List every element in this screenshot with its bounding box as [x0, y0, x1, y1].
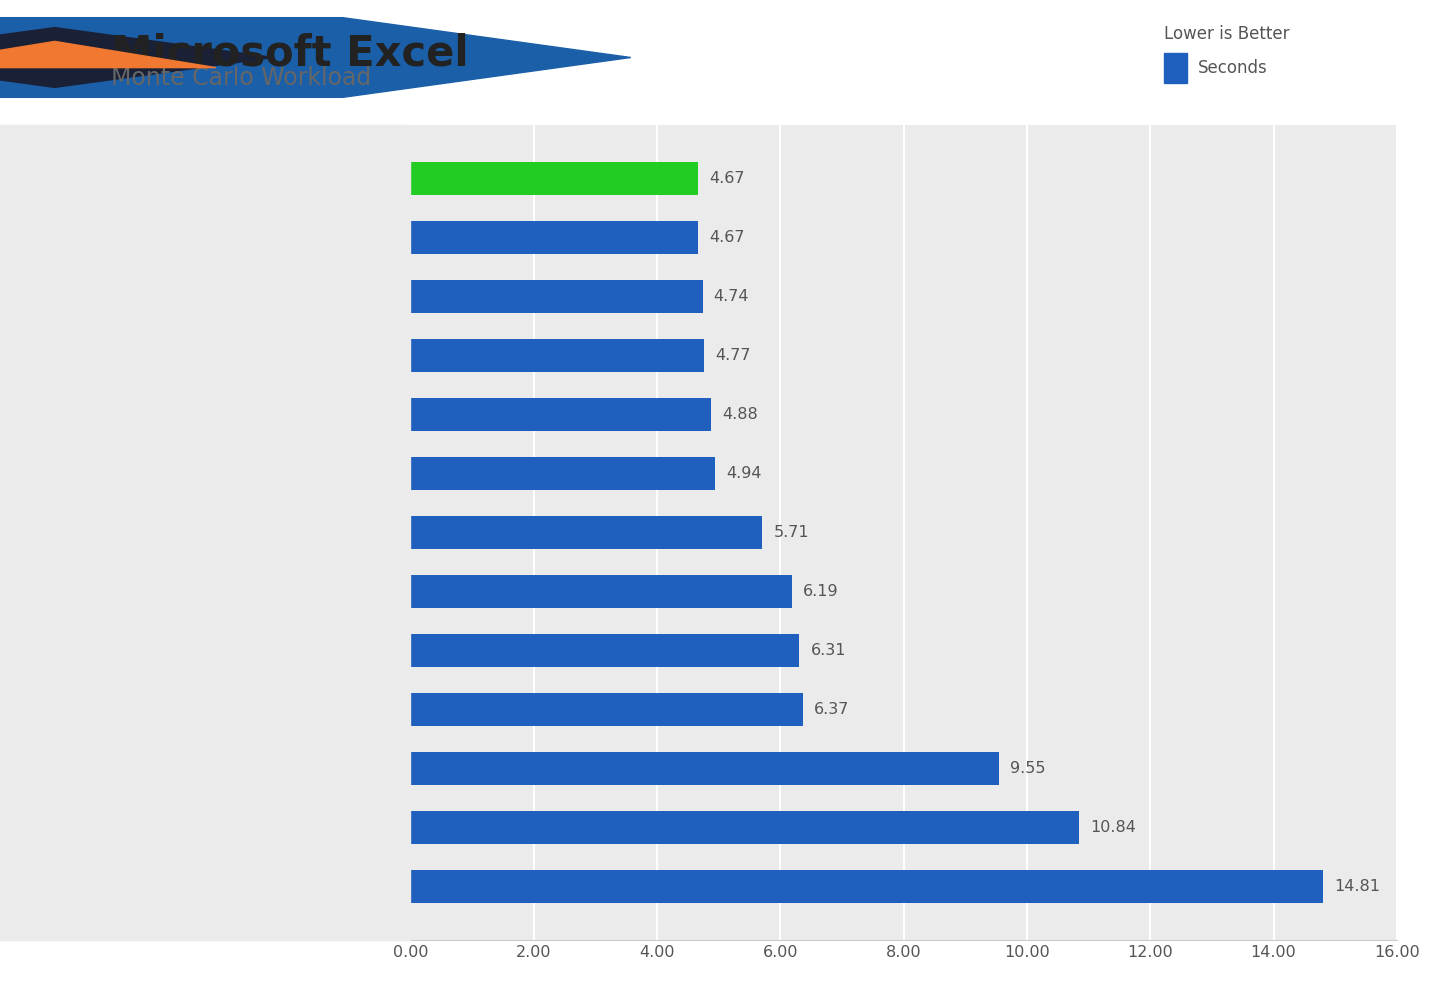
Text: Seconds: Seconds — [1198, 59, 1267, 77]
Bar — [410, 398, 711, 431]
Text: 4.74: 4.74 — [714, 289, 749, 304]
Polygon shape — [0, 41, 216, 68]
Polygon shape — [0, 28, 274, 87]
Text: 14.81: 14.81 — [1335, 879, 1381, 894]
Text: 6.31: 6.31 — [811, 643, 847, 658]
Text: 4.67: 4.67 — [710, 230, 744, 245]
Bar — [410, 516, 762, 549]
Text: 5.71: 5.71 — [773, 525, 809, 540]
Bar — [410, 457, 714, 490]
Text: 9.55: 9.55 — [1011, 761, 1045, 776]
Bar — [410, 811, 1079, 844]
Bar — [410, 870, 1323, 903]
Bar — [1164, 53, 1187, 83]
Text: 6.37: 6.37 — [814, 702, 850, 717]
Bar — [410, 339, 704, 372]
Bar — [410, 221, 698, 254]
Text: 4.67: 4.67 — [710, 171, 744, 186]
Bar — [410, 634, 799, 667]
Text: Microsoft Excel: Microsoft Excel — [111, 32, 468, 74]
Text: Lower is Better: Lower is Better — [1164, 25, 1289, 43]
Bar — [410, 162, 698, 195]
Text: Monte Carlo Workload: Monte Carlo Workload — [111, 66, 372, 90]
Text: 6.19: 6.19 — [804, 584, 838, 599]
Bar — [410, 752, 999, 785]
Bar — [410, 693, 804, 726]
Bar — [410, 280, 703, 313]
Text: 4.77: 4.77 — [716, 348, 752, 363]
Bar — [410, 575, 792, 608]
Text: 10.84: 10.84 — [1090, 820, 1136, 835]
Text: 4.88: 4.88 — [723, 407, 757, 422]
Text: 4.94: 4.94 — [726, 466, 762, 481]
